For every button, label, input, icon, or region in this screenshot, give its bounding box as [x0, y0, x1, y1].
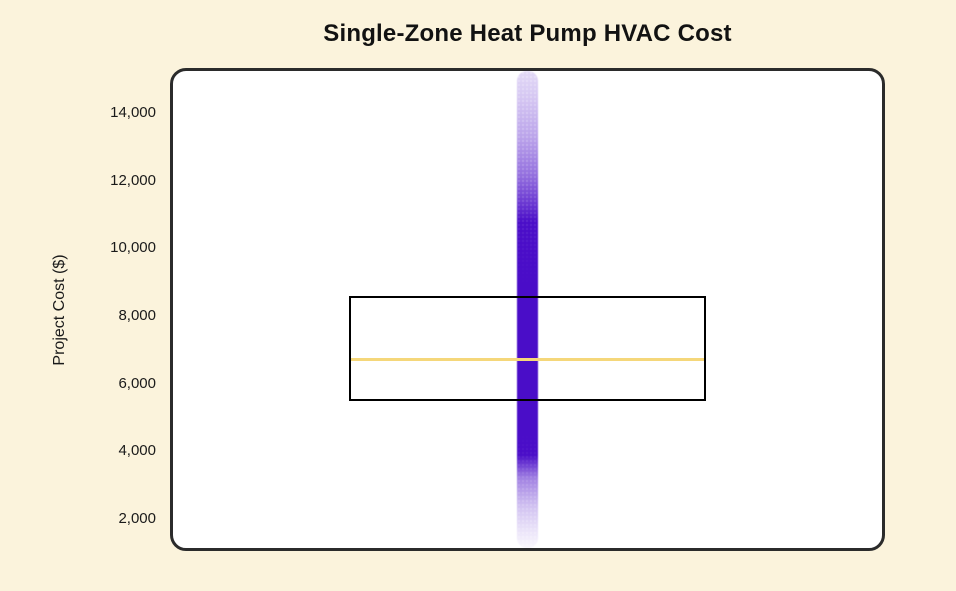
- y-tick-label: 10,000: [110, 239, 156, 257]
- y-tick-label: 4,000: [118, 442, 156, 460]
- y-tick-label: 12,000: [110, 171, 156, 189]
- scatter-strip: [517, 71, 538, 548]
- y-tick-label: 2,000: [118, 509, 156, 527]
- y-tick-label: 14,000: [110, 103, 156, 121]
- chart-title: Single-Zone Heat Pump HVAC Cost: [323, 20, 732, 47]
- y-tick-label: 6,000: [118, 374, 156, 392]
- y-tick-label: 8,000: [118, 306, 156, 324]
- median-line: [350, 358, 705, 362]
- iqr-box: [349, 295, 706, 402]
